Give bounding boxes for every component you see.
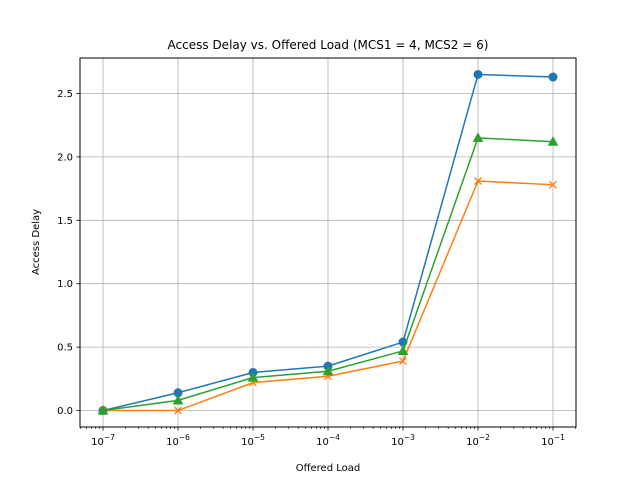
series-1-point [473,69,483,79]
y-tick-label: 1.0 [57,279,73,290]
series-2-point [399,357,407,366]
y-tick-label: 0.5 [57,343,73,354]
series-2-point [549,180,557,189]
series-group [97,69,559,416]
x-tick-label: 10−7 [91,433,115,448]
x-axis-label: Offered Load [296,463,360,474]
x-tick-label: 10−6 [166,433,190,448]
series-1-point [548,72,558,82]
series-3-point [97,404,109,415]
series-3-point [547,136,559,146]
y-tick-label: 2.0 [57,152,73,163]
x-axis: 10−7 10−6 10−5 10−4 10−3 10−2 10−1 [80,427,576,448]
x-tick-label: 10−1 [541,433,565,448]
series-3-point [397,345,409,356]
x-tick-label: 10−4 [316,433,340,448]
y-tick-label: 0.0 [57,406,73,417]
series-3-point [472,132,484,142]
y-tick-label: 1.5 [57,216,73,227]
series-3-point [172,394,184,405]
x-tick-label: 10−5 [241,433,265,448]
chart-title: Access Delay vs. Offered Load (MCS1 = 4,… [168,38,489,52]
y-axis-label: Access Delay [31,209,42,275]
y-axis: 0.0 0.5 1.0 1.5 2.0 2.5 [57,89,80,417]
series-3-point [322,365,334,376]
series-2-point [474,177,482,185]
x-tick-label: 10−2 [466,433,490,448]
grid [80,58,576,427]
x-tick-label: 10−3 [391,433,415,448]
y-tick-label: 2.5 [57,89,73,100]
series-3-point [247,372,259,382]
series-2-point [174,406,182,415]
